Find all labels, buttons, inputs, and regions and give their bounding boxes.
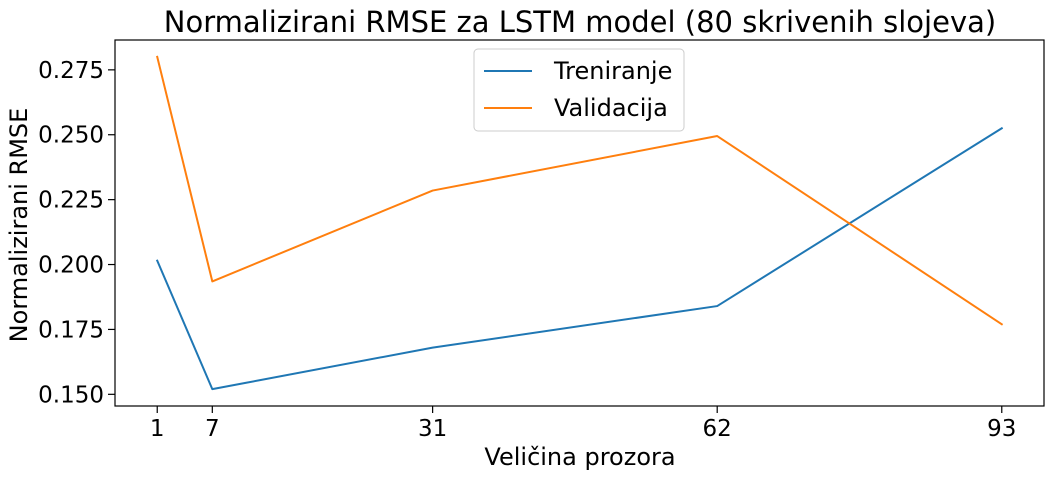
x-tick-label-3: 62 <box>703 416 732 442</box>
y-tick-label-2: 0.200 <box>38 253 104 279</box>
y-axis-label: Normalizirani RMSE <box>5 108 33 343</box>
legend-label-1: Validacija <box>554 94 668 122</box>
chart-title: Normalizirani RMSE za LSTM model (80 skr… <box>164 5 996 39</box>
x-tick-label-1: 7 <box>205 416 220 442</box>
y-tick-label-5: 0.275 <box>38 58 104 84</box>
x-tick-label-2: 31 <box>418 416 447 442</box>
y-tick-label-1: 0.175 <box>38 317 104 343</box>
legend: Treniranje Validacija <box>473 48 685 132</box>
x-tick-label-0: 1 <box>150 416 165 442</box>
legend-box <box>473 48 685 132</box>
x-axis-label: Veličina prozora <box>484 443 675 471</box>
plot-area: 1 7 31 62 93 0.150 0.175 0.200 0.225 0.250 0.275 Tr… <box>38 39 1045 442</box>
series-line-1 <box>156 55 1004 326</box>
series-line-0 <box>155 126 1004 391</box>
legend-label-0: Treniranje <box>553 57 672 85</box>
plot-frame <box>114 39 1045 407</box>
x-tick-label-4: 93 <box>987 416 1016 442</box>
y-tick-label-4: 0.250 <box>38 123 104 149</box>
y-tick-label-0: 0.150 <box>38 382 104 408</box>
y-tick-label-3: 0.225 <box>38 188 104 214</box>
